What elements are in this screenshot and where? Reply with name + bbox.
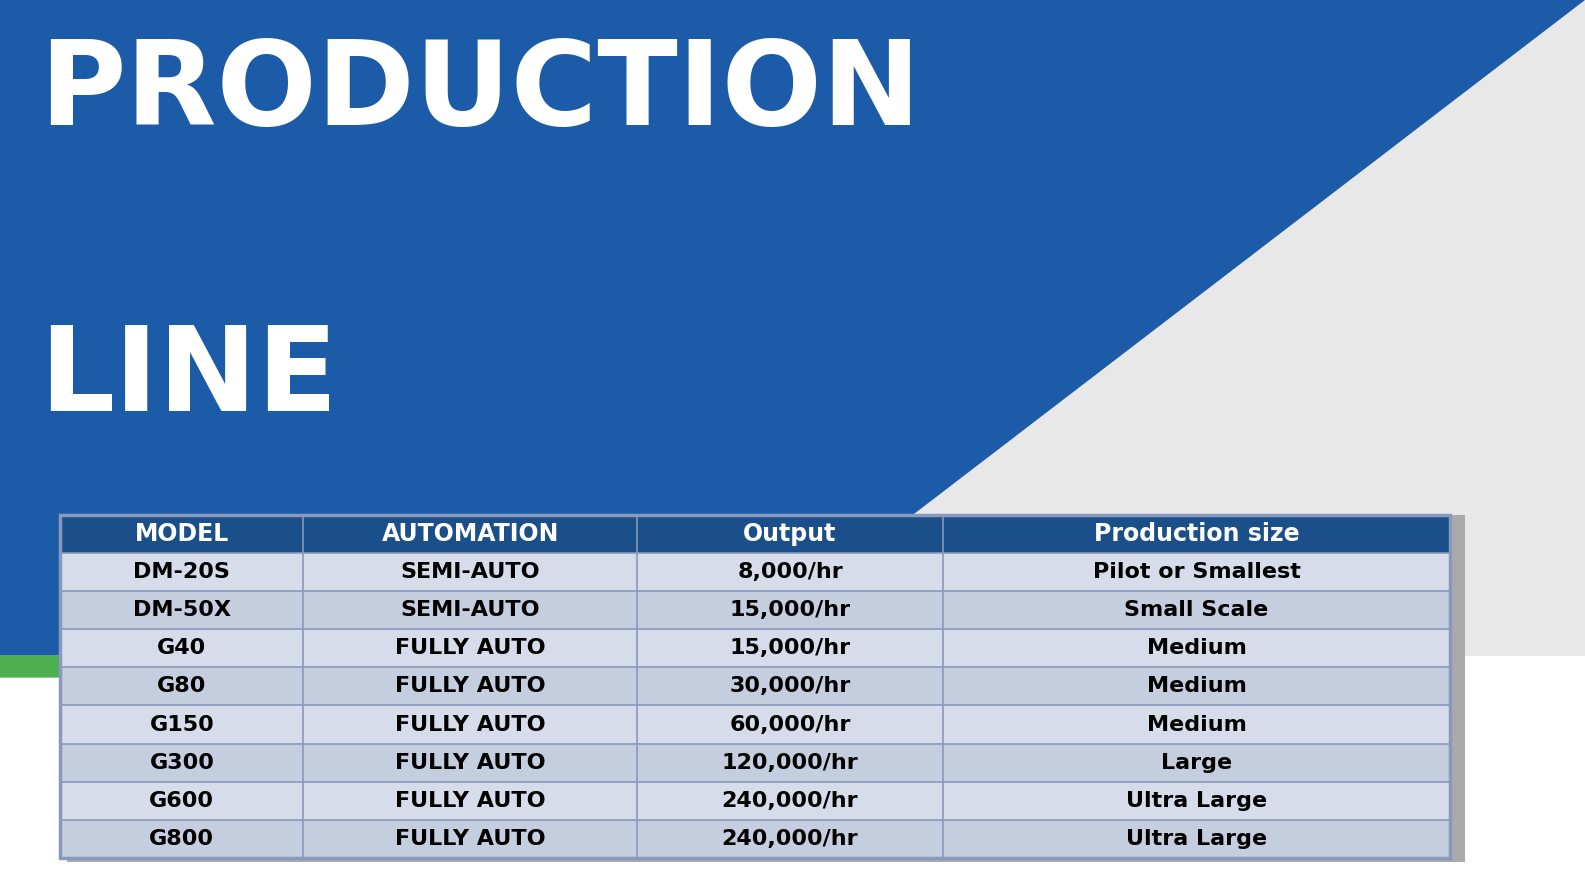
Text: Medium: Medium xyxy=(1146,715,1246,735)
Text: PRODUCTION: PRODUCTION xyxy=(40,35,921,150)
Text: DM-50X: DM-50X xyxy=(133,600,231,620)
Text: G300: G300 xyxy=(149,752,214,773)
Text: G40: G40 xyxy=(157,638,206,658)
FancyBboxPatch shape xyxy=(60,591,1450,629)
FancyBboxPatch shape xyxy=(60,629,1450,667)
Text: Output: Output xyxy=(743,522,837,546)
Text: Medium: Medium xyxy=(1146,638,1246,658)
Text: DM-20S: DM-20S xyxy=(133,562,230,582)
FancyBboxPatch shape xyxy=(60,744,1450,781)
Text: Ultra Large: Ultra Large xyxy=(1125,791,1266,810)
Text: Production size: Production size xyxy=(1094,522,1300,546)
Text: FULLY AUTO: FULLY AUTO xyxy=(395,791,545,810)
Text: Pilot or Smallest: Pilot or Smallest xyxy=(1092,562,1301,582)
Text: 120,000/hr: 120,000/hr xyxy=(721,752,859,773)
Text: SEMI-AUTO: SEMI-AUTO xyxy=(401,562,540,582)
FancyBboxPatch shape xyxy=(67,515,1465,862)
Text: Medium: Medium xyxy=(1146,677,1246,696)
Text: 60,000/hr: 60,000/hr xyxy=(729,715,851,735)
Text: 15,000/hr: 15,000/hr xyxy=(729,638,851,658)
FancyBboxPatch shape xyxy=(60,706,1450,744)
Text: AUTOMATION: AUTOMATION xyxy=(382,522,560,546)
Text: 15,000/hr: 15,000/hr xyxy=(729,600,851,620)
Text: G600: G600 xyxy=(149,791,214,810)
Text: Ultra Large: Ultra Large xyxy=(1125,829,1266,849)
Text: FULLY AUTO: FULLY AUTO xyxy=(395,715,545,735)
FancyBboxPatch shape xyxy=(60,781,1450,820)
Text: 30,000/hr: 30,000/hr xyxy=(729,677,851,696)
Text: Small Scale: Small Scale xyxy=(1124,600,1268,620)
FancyBboxPatch shape xyxy=(60,667,1450,706)
Polygon shape xyxy=(0,0,1585,656)
Text: 8,000/hr: 8,000/hr xyxy=(737,562,843,582)
FancyBboxPatch shape xyxy=(0,656,1585,880)
Text: 240,000/hr: 240,000/hr xyxy=(721,829,859,849)
Text: FULLY AUTO: FULLY AUTO xyxy=(395,829,545,849)
Text: FULLY AUTO: FULLY AUTO xyxy=(395,677,545,696)
FancyBboxPatch shape xyxy=(60,515,1450,553)
FancyBboxPatch shape xyxy=(60,553,1450,591)
Text: Large: Large xyxy=(1162,752,1232,773)
Text: 240,000/hr: 240,000/hr xyxy=(721,791,859,810)
Text: LINE: LINE xyxy=(40,321,338,436)
Text: FULLY AUTO: FULLY AUTO xyxy=(395,638,545,658)
Text: SEMI-AUTO: SEMI-AUTO xyxy=(401,600,540,620)
Text: FULLY AUTO: FULLY AUTO xyxy=(395,752,545,773)
Polygon shape xyxy=(0,656,729,678)
Text: MODEL: MODEL xyxy=(135,522,228,546)
Text: G80: G80 xyxy=(157,677,206,696)
Text: G800: G800 xyxy=(149,829,214,849)
FancyBboxPatch shape xyxy=(60,820,1450,858)
Text: G150: G150 xyxy=(149,715,214,735)
